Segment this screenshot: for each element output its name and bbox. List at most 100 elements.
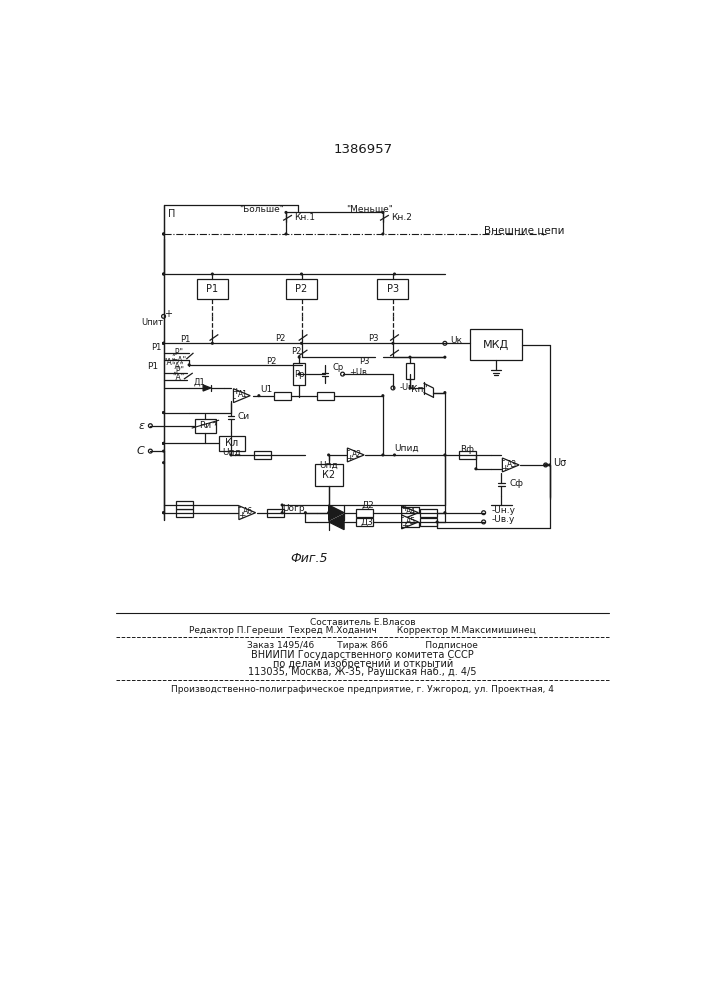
Circle shape [162,342,165,345]
Circle shape [162,342,165,345]
Text: МКД: МКД [483,340,509,350]
Text: +: + [164,309,173,319]
Text: Uпид: Uпид [395,444,419,453]
Text: Редактор П.Гереши  Техред М.Ходанич       Корректор М.Максимишинец: Редактор П.Гереши Техред М.Ходанич Корре… [189,626,536,635]
Circle shape [148,424,152,428]
Circle shape [162,442,165,445]
Circle shape [162,272,165,276]
Text: Uσ: Uσ [554,458,566,468]
Circle shape [300,342,303,345]
Circle shape [162,342,165,345]
Circle shape [392,342,395,345]
Text: Д1: Д1 [194,378,206,387]
Circle shape [443,341,447,345]
Text: Д3: Д3 [361,517,374,526]
Bar [218,436,245,451]
Text: +: + [233,387,240,396]
Bar [255,451,271,459]
Text: Rи: Rи [199,421,211,430]
Text: -: - [346,447,350,456]
Circle shape [409,356,411,359]
Text: "Кп": "Кп" [407,385,428,394]
Polygon shape [329,505,344,520]
Text: Rф: Rф [460,445,474,454]
Circle shape [393,453,396,456]
Text: Р2: Р2 [296,284,308,294]
Bar [274,392,291,400]
Polygon shape [402,515,419,529]
Circle shape [257,394,260,397]
Text: +: + [401,521,408,530]
Bar [459,451,476,459]
Text: Р3: Р3 [368,334,378,343]
Text: ⌐А": ⌐А" [171,356,187,365]
Bar [194,419,216,433]
Circle shape [187,363,191,366]
Text: А6: А6 [243,507,253,516]
Circle shape [381,232,385,235]
Text: Сф: Сф [509,479,523,488]
Text: Фиг.5: Фиг.5 [291,552,328,565]
Circle shape [162,511,165,514]
Polygon shape [233,389,250,403]
Circle shape [443,391,446,394]
Text: Uогр: Uогр [282,504,305,513]
Bar [378,279,409,299]
Circle shape [443,511,446,514]
Circle shape [409,386,411,389]
Text: +: + [501,464,509,473]
Circle shape [327,453,330,456]
Text: А5: А5 [406,517,416,526]
Text: Uпит: Uпит [141,318,163,327]
Circle shape [391,386,395,390]
Circle shape [548,463,551,466]
Bar [317,392,334,400]
Text: -: - [501,457,505,466]
Circle shape [300,363,303,366]
Bar [293,363,305,385]
Circle shape [162,272,165,276]
Text: Внешние цепи: Внешние цепи [484,225,564,235]
Text: 1386957: 1386957 [333,143,392,156]
Text: P2: P2 [267,357,276,366]
Text: С: С [136,446,144,456]
Text: Производственно-полиграфическое предприятие, г. Ужгород, ул. Проектная, 4: Производственно-полиграфическое предприя… [171,685,554,694]
Circle shape [211,272,214,276]
Circle shape [298,356,300,359]
Circle shape [162,314,165,318]
Circle shape [211,342,214,345]
Polygon shape [329,514,344,530]
Bar [420,518,437,526]
Circle shape [544,463,547,466]
Circle shape [443,453,446,456]
Circle shape [436,520,438,523]
Text: Uк: Uк [450,336,462,345]
Text: А2: А2 [351,450,361,459]
Text: -Uн.у: -Uн.у [491,506,515,515]
Circle shape [162,442,165,445]
Text: +: + [346,454,354,463]
Text: Р1: Р1 [206,284,218,294]
Text: по делам изобретений и открытий: по делам изобретений и открытий [273,659,453,669]
Circle shape [381,394,385,397]
Circle shape [281,511,284,514]
Bar [286,279,317,299]
Circle shape [162,442,165,445]
Circle shape [327,511,330,514]
Text: -: - [401,511,404,520]
Text: „Р": „Р" [172,366,184,375]
Text: -: - [238,504,241,513]
Bar [176,501,193,509]
Bar [356,509,373,517]
Text: Р2: Р2 [276,334,286,343]
Circle shape [284,232,288,235]
Polygon shape [347,448,364,462]
Text: К2: К2 [322,470,335,480]
Bar [197,279,228,299]
Text: Составитель Е.Власов: Составитель Е.Власов [310,618,416,627]
Bar [469,329,522,360]
Text: Кн.1: Кн.1 [293,213,315,222]
Circle shape [162,232,165,235]
Circle shape [381,453,385,456]
Circle shape [474,467,477,470]
